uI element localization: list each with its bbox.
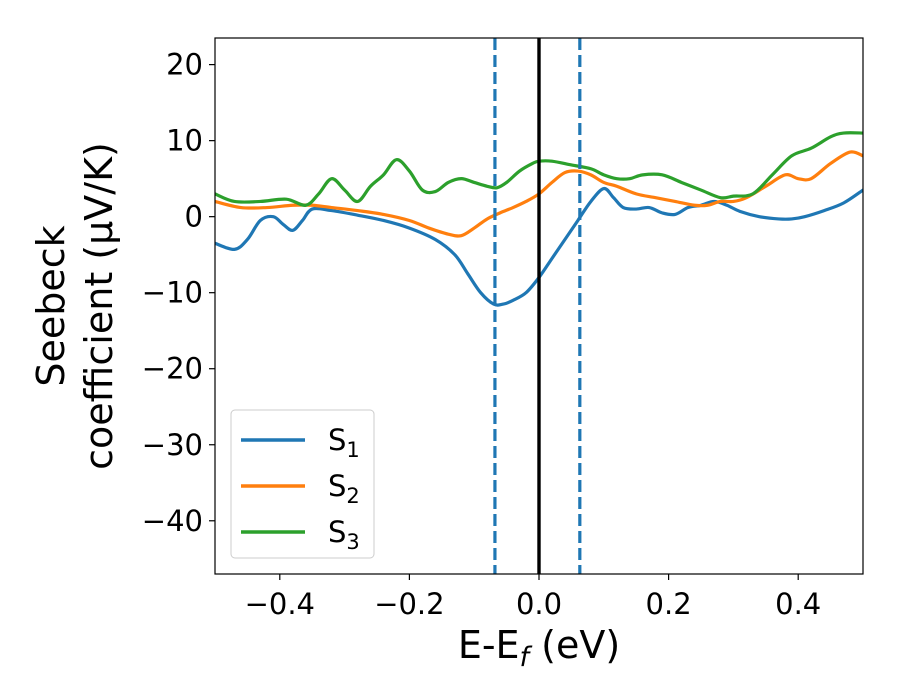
x-tick-label: 0.0 [516, 587, 562, 621]
legend: S1 S2 S3 [230, 409, 375, 559]
x-tick-label: −0.2 [374, 587, 444, 621]
y-tick-label: −30 [142, 428, 203, 462]
y-axis-title-line1: Seebeck [29, 225, 73, 386]
y-tick-label: 10 [166, 124, 203, 158]
series-line-s3 [215, 131, 863, 207]
y-axis-title-line2: coefficient (μV/K) [77, 142, 121, 470]
x-tick-label: 0.4 [775, 587, 821, 621]
vline-layer [493, 38, 582, 574]
x-axis-title: E-Ef (eV) [458, 623, 620, 673]
legend-entries: S1 S2 S3 [241, 423, 360, 554]
y-tick-label: 0 [185, 200, 203, 234]
y-tick-label: −20 [142, 352, 203, 386]
y-axis: 20 10 0 −10 −20 −30 −40 [142, 48, 215, 538]
x-tick-label: 0.2 [646, 587, 692, 621]
series-layer [215, 131, 863, 307]
x-axis: −0.4 −0.2 0.0 0.2 0.4 [245, 574, 821, 621]
y-tick-label: −40 [142, 504, 203, 538]
legend-label-s3: S3 [328, 515, 360, 554]
x-tick-label: −0.4 [245, 587, 315, 621]
y-tick-label: 20 [166, 48, 203, 82]
legend-label-s1: S1 [328, 423, 360, 462]
legend-box [230, 409, 375, 559]
series-line-s1 [215, 186, 863, 307]
legend-label-s2: S2 [328, 469, 360, 508]
y-tick-label: −10 [142, 276, 203, 310]
